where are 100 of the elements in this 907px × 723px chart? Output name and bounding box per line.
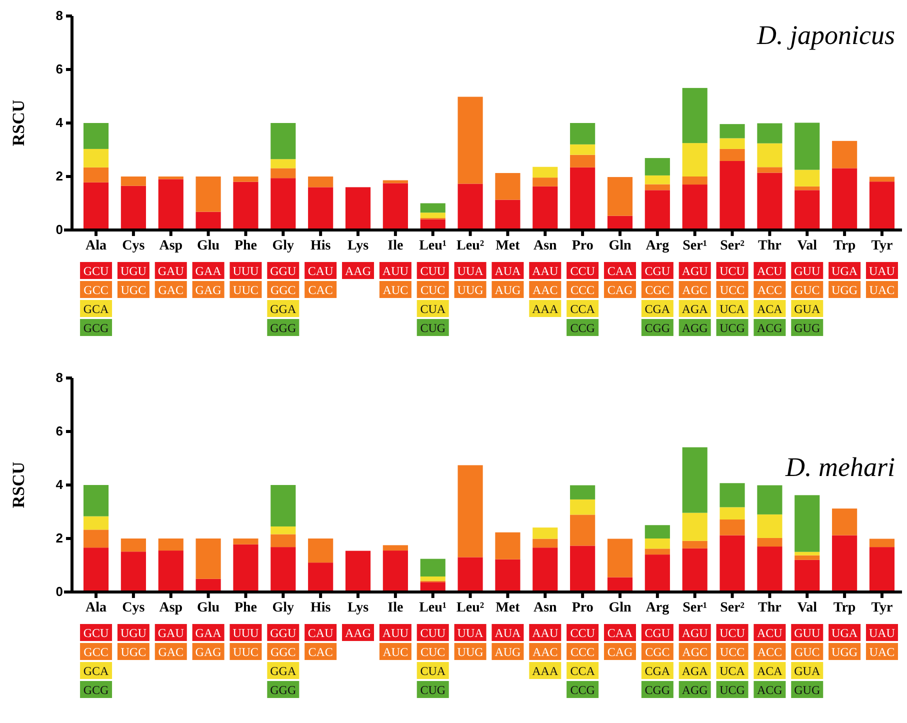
x-tick-label: Ser¹: [682, 600, 708, 616]
text: CGG: [644, 321, 670, 335]
bar: [532, 178, 558, 186]
text: AUC: [382, 283, 408, 297]
chart-title: D. japonicus: [756, 20, 895, 50]
bar: [720, 148, 745, 161]
bar: [458, 184, 483, 230]
bar: [158, 550, 184, 592]
bar: [869, 538, 895, 548]
text: CUU: [420, 264, 446, 278]
text: UCC: [720, 283, 745, 297]
bar: [308, 176, 334, 188]
bar: [270, 547, 296, 592]
bar: [532, 528, 558, 539]
text: CAA: [607, 264, 633, 278]
bar: [345, 187, 371, 230]
bar: [420, 558, 446, 576]
text: CGG: [644, 683, 670, 697]
bar: [308, 187, 334, 230]
y-tick-label: 6: [56, 62, 63, 77]
x-tick-label: Glu: [197, 238, 220, 254]
text: CCA: [570, 302, 596, 316]
x-tick-label: Arg: [646, 238, 670, 254]
text: GGC: [270, 283, 296, 297]
x-tick-label: Cys: [122, 600, 146, 616]
bar: [83, 182, 109, 230]
text: GUA: [794, 664, 820, 678]
y-tick-label: 6: [56, 424, 63, 439]
text: AAA: [532, 302, 558, 316]
text: UUA: [457, 264, 484, 278]
text: UCC: [720, 645, 745, 659]
text: GGU: [270, 264, 296, 278]
x-tick-label: Asp: [159, 238, 183, 254]
bar: [270, 123, 296, 160]
text: AAC: [532, 645, 558, 659]
x-tick-label: Trp: [833, 238, 856, 254]
bar: [270, 168, 296, 178]
bar: [83, 123, 109, 149]
text: GCU: [83, 626, 110, 640]
text: CUG: [420, 683, 446, 697]
text: GGG: [270, 321, 296, 335]
bar: [382, 180, 408, 184]
bar: [570, 167, 596, 230]
y-tick-label: 0: [56, 222, 63, 238]
text: UGC: [120, 645, 146, 659]
bar: [570, 546, 596, 592]
text: GAC: [158, 283, 184, 297]
text: GAA: [195, 264, 222, 278]
bar: [794, 122, 820, 170]
text: CAG: [607, 645, 633, 659]
text: AUA: [494, 626, 522, 640]
text: CUG: [420, 321, 446, 335]
text: CGC: [645, 283, 670, 297]
text: GAG: [195, 645, 222, 659]
x-tick-label: Thr: [758, 600, 782, 616]
x-tick-label: Thr: [758, 238, 782, 254]
x-tick-label: Gly: [272, 238, 294, 254]
text: GCG: [83, 321, 110, 335]
bar: [532, 166, 558, 178]
text: UAC: [869, 283, 895, 297]
text: CGU: [644, 626, 670, 640]
y-tick-label: 0: [56, 584, 63, 600]
text: UGU: [120, 264, 147, 278]
bar: [270, 485, 296, 526]
bar: [757, 172, 782, 230]
x-tick-label: Lys: [348, 238, 370, 254]
text: CAG: [607, 283, 633, 297]
bar: [570, 514, 596, 546]
bar: [720, 138, 745, 149]
text: CAA: [607, 626, 633, 640]
text: GGG: [270, 683, 296, 697]
text: UAU: [868, 264, 896, 278]
text: AUC: [382, 645, 408, 659]
bar: [794, 555, 820, 560]
text: UCA: [720, 664, 746, 678]
x-tick-label: Leu²: [456, 600, 484, 616]
bar: [382, 545, 408, 551]
x-tick-label: Cys: [122, 238, 146, 254]
bar: [158, 179, 184, 230]
text: GCA: [83, 664, 110, 678]
text: GUC: [794, 283, 820, 297]
text: GUC: [794, 645, 820, 659]
bar: [644, 175, 670, 184]
text: AUU: [382, 264, 409, 278]
y-tick-label: 2: [56, 530, 63, 546]
bar: [570, 123, 596, 144]
bar: [345, 550, 371, 592]
bar: [757, 123, 782, 144]
text: ACG: [757, 683, 783, 697]
bar: [83, 485, 109, 516]
text: D. mehari: [784, 452, 895, 482]
x-tick-label: His: [310, 238, 332, 254]
bar: [644, 190, 670, 230]
text: AUU: [382, 626, 409, 640]
text: ACA: [757, 664, 783, 678]
bar: [233, 544, 258, 592]
bar: [682, 548, 708, 592]
text: CUA: [420, 302, 446, 316]
text: AAC: [532, 283, 558, 297]
text: AGA: [682, 664, 708, 678]
